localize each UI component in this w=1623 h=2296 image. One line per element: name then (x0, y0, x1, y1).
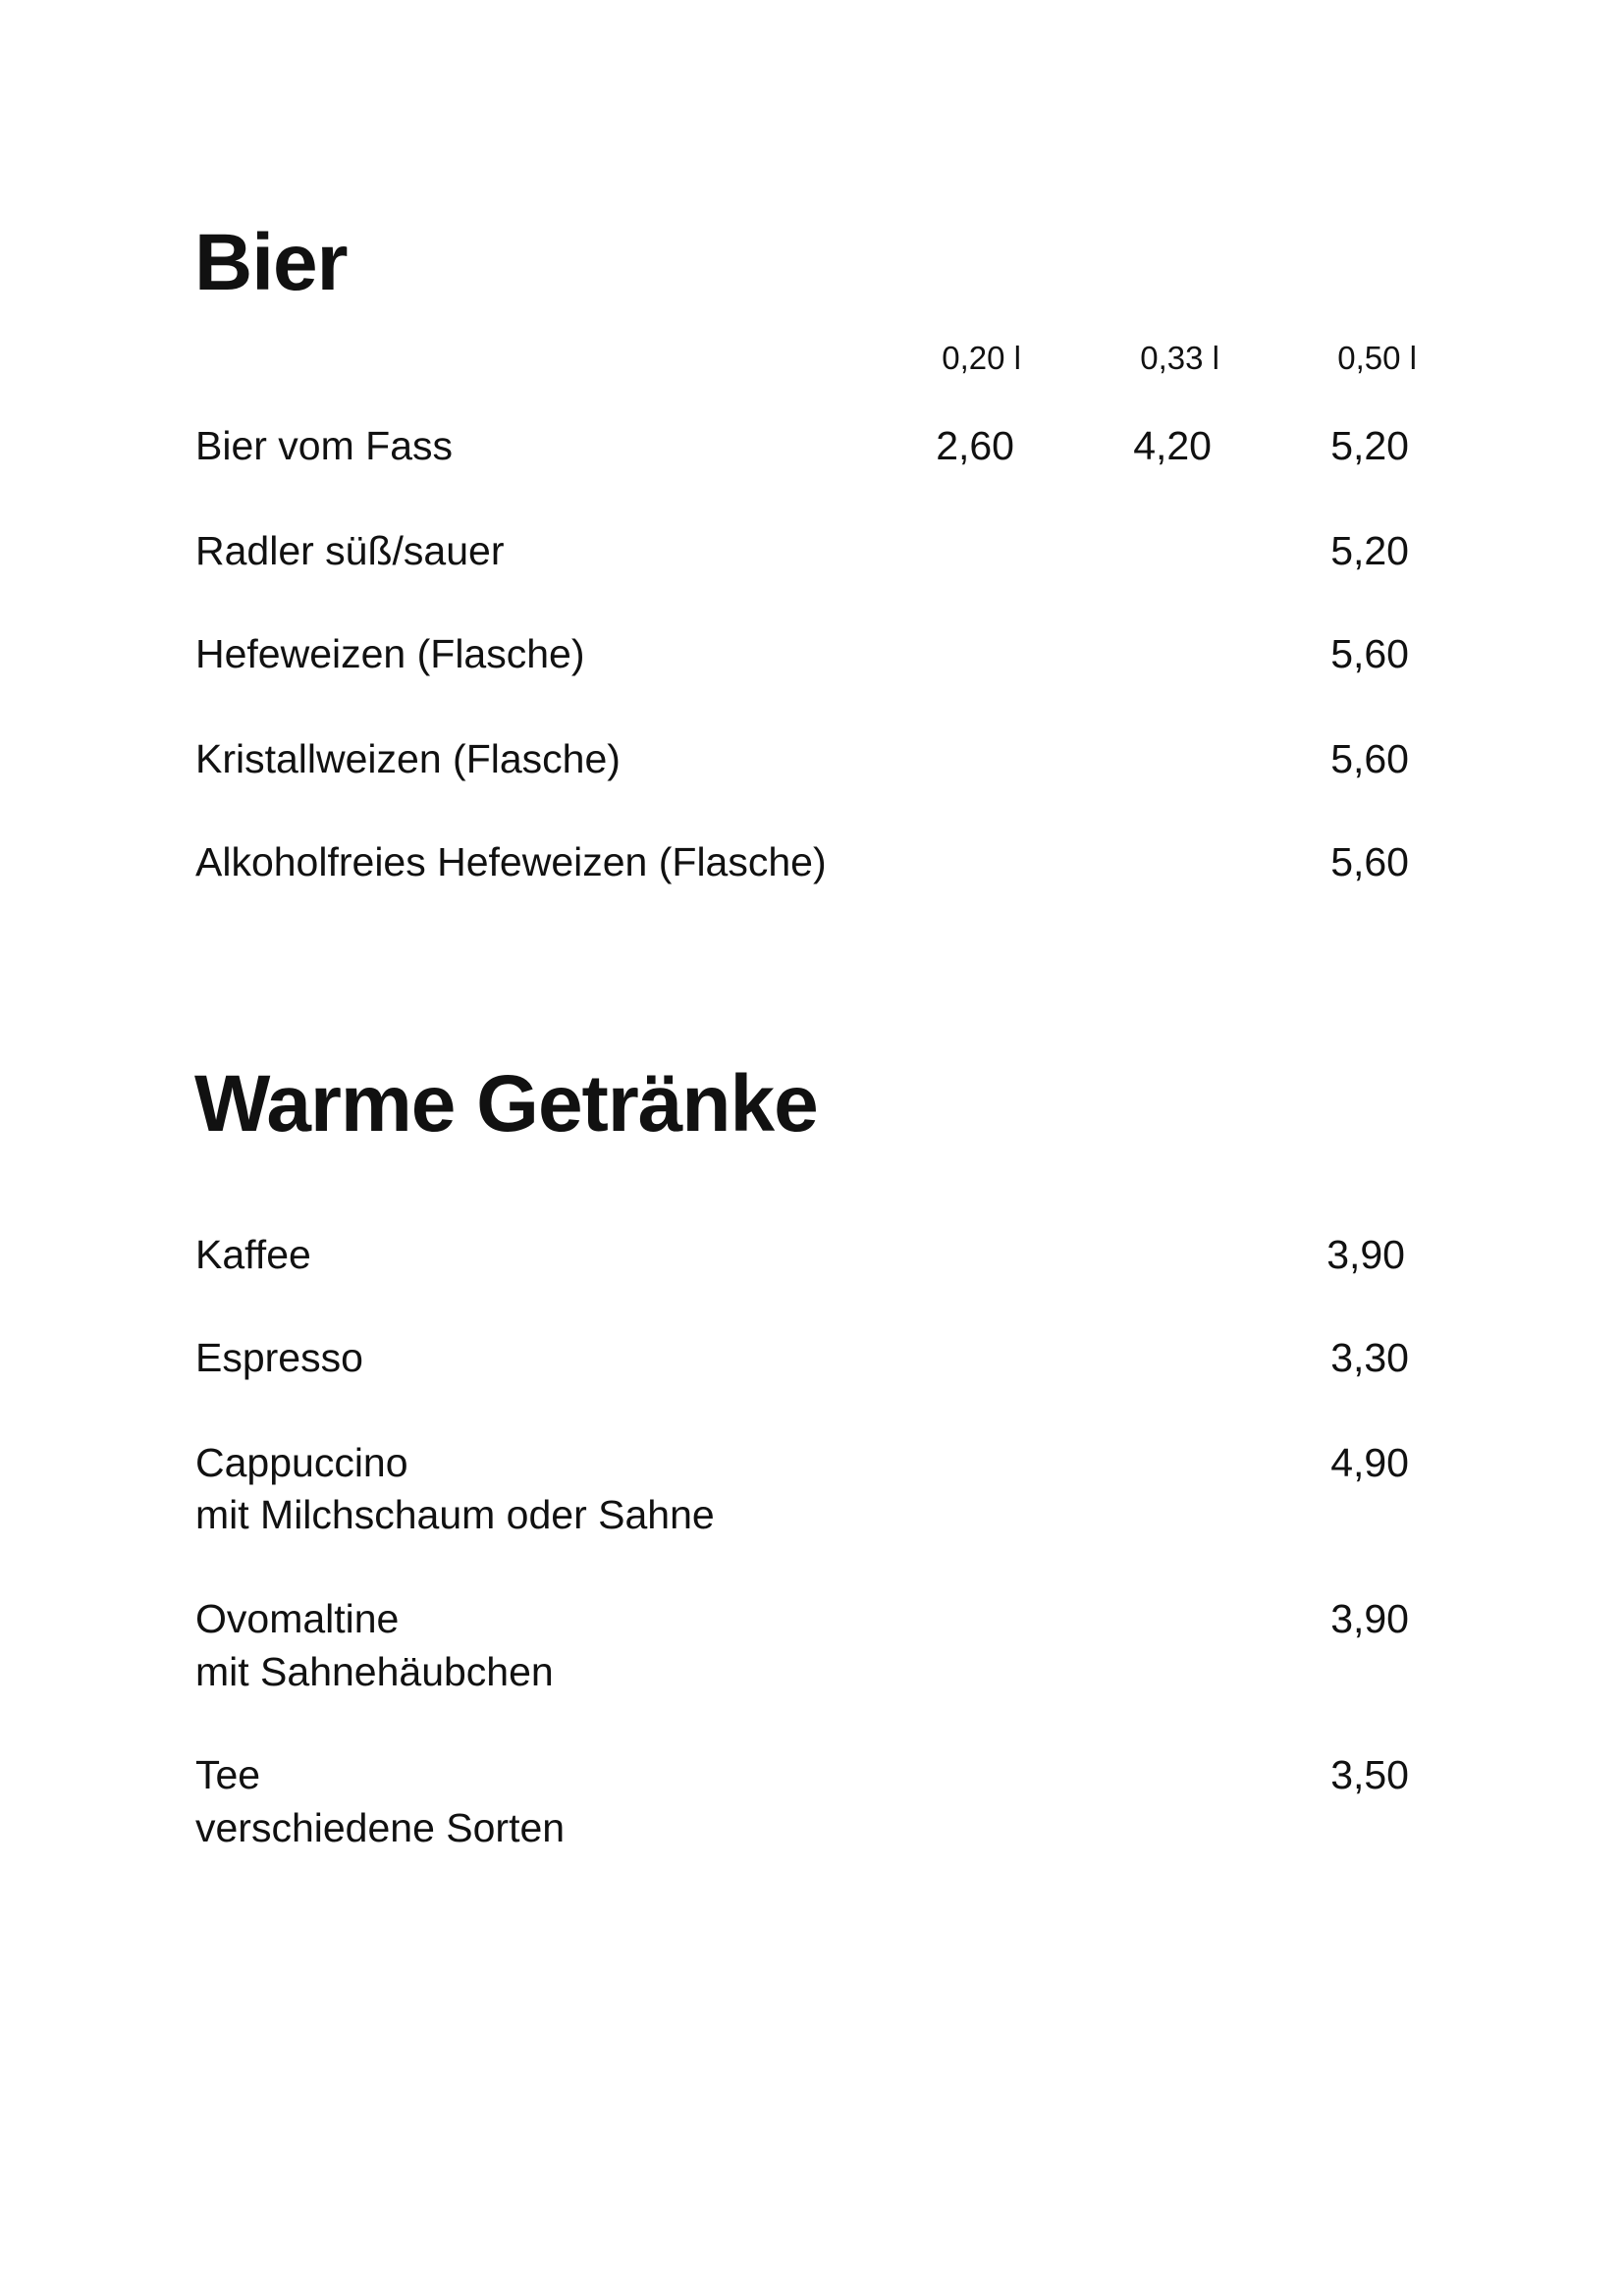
item-description: mit Milchschaum oder Sahne (195, 1492, 715, 1537)
item-price: 4,90 (1330, 1440, 1409, 1485)
item-name: Hefeweizen (Flasche) (195, 631, 585, 676)
item-description: mit Sahnehäubchen (195, 1649, 554, 1694)
item-price-020: 2,60 (936, 423, 1014, 468)
item-name: Cappuccino (195, 1440, 408, 1485)
item-price-050: 5,60 (1330, 736, 1409, 781)
column-header-050: 0,50 l (1337, 340, 1417, 376)
item-price-050: 5,60 (1330, 839, 1409, 884)
item-price-050: 5,20 (1330, 423, 1409, 468)
item-name: Tee (195, 1752, 261, 1797)
item-name: Alkoholfreies Hefeweizen (Flasche) (195, 839, 827, 884)
item-price: 3,50 (1330, 1752, 1409, 1797)
section-title: Bier (194, 218, 349, 307)
item-name: Radler süß/sauer (195, 528, 505, 573)
item-name: Espresso (195, 1335, 363, 1380)
item-price-033: 4,20 (1133, 423, 1212, 468)
item-name: Kristallweizen (Flasche) (195, 736, 621, 781)
item-name: Ovomaltine (195, 1596, 400, 1641)
item-price-050: 5,20 (1330, 528, 1409, 573)
section-title: Warme Getränke (194, 1059, 819, 1148)
item-price-050: 5,60 (1330, 631, 1409, 676)
item-price: 3,90 (1330, 1596, 1409, 1641)
column-header-033: 0,33 l (1140, 340, 1219, 376)
item-name: Kaffee (195, 1232, 311, 1277)
column-header-020: 0,20 l (942, 340, 1021, 376)
item-price: 3,90 (1326, 1232, 1405, 1277)
item-description: verschiedene Sorten (195, 1805, 566, 1850)
item-price: 3,30 (1330, 1335, 1409, 1380)
item-name: Bier vom Fass (195, 423, 453, 468)
